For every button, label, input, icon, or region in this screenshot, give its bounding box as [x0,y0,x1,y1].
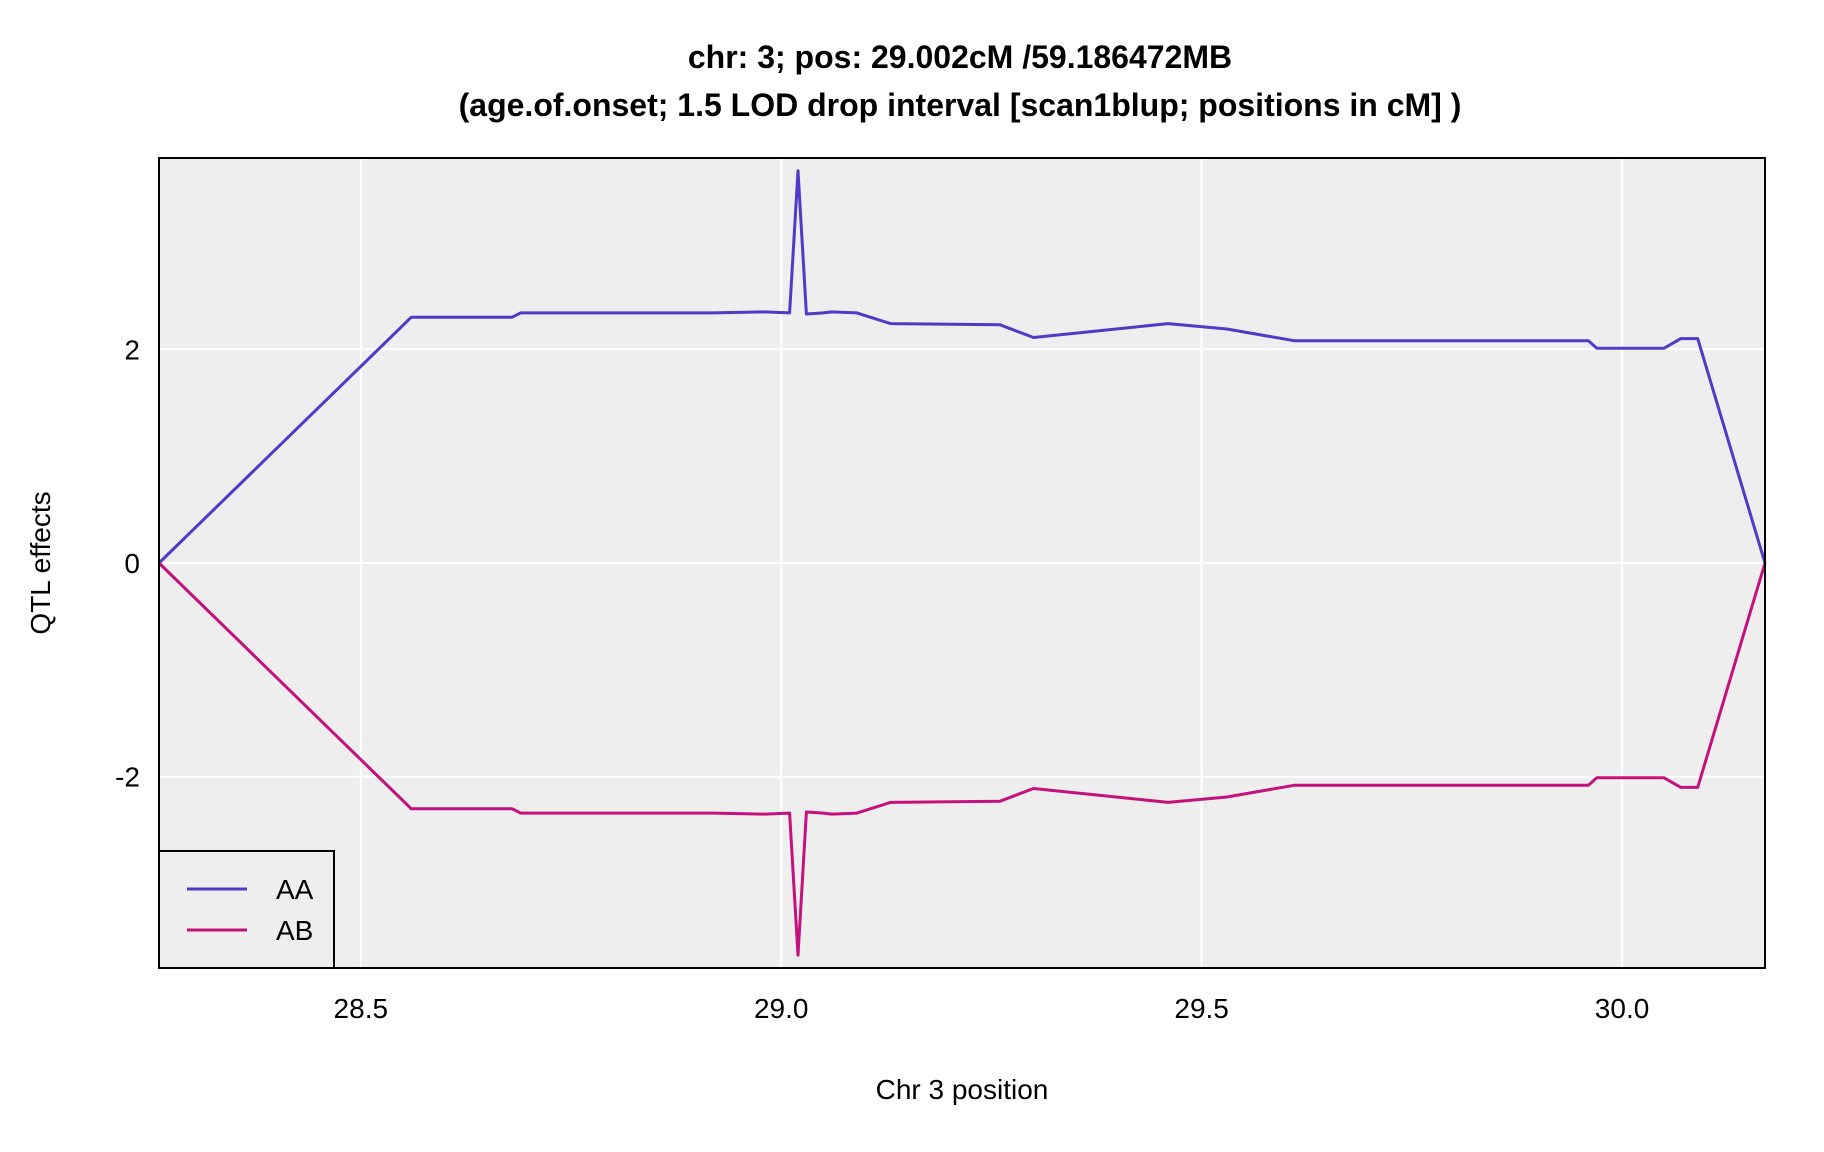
plot-frame [158,157,1766,969]
legend-label-aa: AA [276,874,314,905]
chart-title: chr: 3; pos: 29.002cM /59.186472MB [688,39,1232,75]
series-line-ab [157,561,1767,957]
y-tick-label: 0 [124,548,140,579]
x-axis-ticks: 28.5 29.0 29.5 30.0 [334,993,1650,1024]
series-line-aa [157,169,1767,565]
legend: AA AB [158,850,335,969]
legend-box [158,850,335,969]
x-tick-label: 30.0 [1595,993,1650,1024]
x-tick-label: 28.5 [334,993,389,1024]
y-tick-label: 2 [124,334,140,365]
grid-lines [159,158,1765,968]
series-layer [157,169,1767,957]
x-tick-label: 29.0 [754,993,809,1024]
y-axis-title: QTL effects [25,491,56,634]
x-tick-label: 29.5 [1174,993,1229,1024]
legend-label-ab: AB [276,915,313,946]
y-axis-ticks: -2 0 2 [115,334,140,792]
chart-subtitle: (age.of.onset; 1.5 LOD drop interval [sc… [459,87,1462,123]
y-tick-label: -2 [115,762,140,793]
x-axis-title: Chr 3 position [876,1074,1049,1105]
